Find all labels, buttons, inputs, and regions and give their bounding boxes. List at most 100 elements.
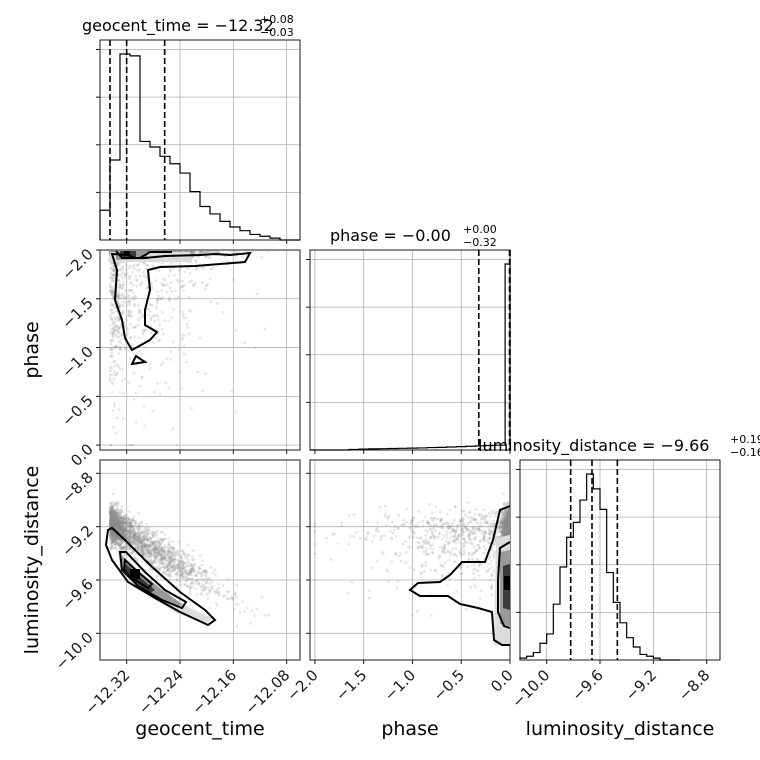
sample-point [111,276,114,280]
sample-point [157,549,160,553]
sample-point [108,531,112,535]
sample-point [500,533,504,536]
sample-point [112,535,116,539]
sample-point [134,520,138,524]
sample-point [438,531,441,535]
sample-point [227,250,230,252]
sample-point [440,526,444,530]
sample-point [110,519,114,523]
sample-point [114,516,117,520]
sample-point [121,524,124,528]
sample-point [504,532,508,536]
sample-point [197,583,201,587]
sample-point [121,546,125,550]
sample-point [108,250,112,252]
sample-point [121,299,124,303]
sample-point [122,392,125,396]
sample-point [111,354,115,358]
sample-point [167,562,171,566]
sample-point [182,553,186,556]
sample-point [110,538,113,542]
sample-point [111,508,115,512]
sample-point [379,538,383,542]
sample-point [176,552,180,556]
sample-point [128,277,132,281]
sample-point [116,520,120,524]
sample-point [170,290,174,293]
sample-point [116,529,120,532]
sample-point [115,508,119,512]
sample-point [155,299,159,303]
sample-point [146,538,150,542]
sample-point [115,523,119,527]
sample-point [240,255,244,259]
sample-point [117,290,121,294]
sample-point [108,250,112,252]
sample-point [417,510,421,514]
sample-point [124,522,128,526]
sample-point [130,525,134,529]
sample-point [110,504,114,508]
sample-point [141,332,145,336]
sample-point [169,550,173,554]
sample-point [131,518,134,522]
sample-point [120,530,124,534]
sample-point [108,285,112,288]
sample-point [124,521,127,525]
sample-point [112,515,116,519]
sample-point [123,517,127,521]
sample-point [133,533,137,536]
sample-point [151,540,155,544]
sample-point [109,510,113,514]
sample-point [115,526,119,529]
sample-point [226,590,230,594]
sample-point [204,255,208,259]
sample-point [235,250,238,252]
sample-point [137,543,140,547]
sample-point [112,524,116,527]
sample-point [108,532,112,536]
sample-point [208,250,212,253]
sample-point [180,336,184,340]
sample-point [163,553,167,557]
sample-point [133,556,137,560]
sample-point [114,533,118,537]
sample-point [113,521,117,524]
sample-point [133,325,137,329]
sample-point [139,547,143,551]
sample-point [191,558,194,562]
sample-point [134,539,138,543]
sample-point [111,513,114,517]
sample-point [109,509,113,513]
sample-point [108,282,112,286]
sample-point [122,544,126,548]
sample-point [110,291,114,295]
sample-point [147,544,150,548]
contour-inner [122,557,154,590]
sample-point [110,250,114,253]
sample-point [158,545,162,549]
sample-point [150,285,154,288]
sample-point [122,517,126,521]
sample-point [505,517,509,521]
sample-point [110,521,114,525]
sample-point [116,521,120,525]
sample-point [109,250,113,252]
sample-point [114,520,118,524]
sample-point [109,303,113,307]
sample-point [169,350,173,353]
sample-point [109,521,112,525]
sample-point [108,369,112,373]
sample-point [489,524,493,528]
sample-point [150,532,153,535]
sample-point [504,526,508,530]
sample-point [116,515,120,518]
sample-point [127,309,131,313]
sample-point [122,516,126,520]
sample-point [110,523,114,526]
sample-point [113,535,117,539]
sample-point [187,553,190,557]
sample-point [111,522,115,526]
sample-point [114,525,118,529]
sample-point [172,560,175,564]
